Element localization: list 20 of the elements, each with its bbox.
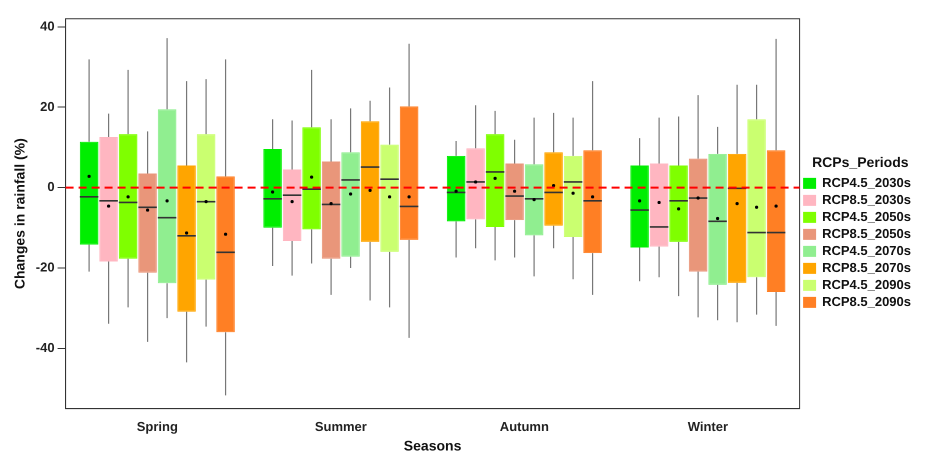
y-tick-label: -20 [36,260,55,275]
legend-label: RCP8.5_2050s [822,226,912,241]
legend-label: RCP4.5_2070s [822,242,912,258]
x-tick-label: Autumn [500,418,549,434]
x-axis-title: Seasons [404,437,462,454]
legend-label: RCP8.5_2030s [822,192,912,207]
x-tick-label: Spring [136,418,178,434]
legend-label: RCP4.5_2030s [822,174,912,190]
legend-label: RCP8.5_2090s [822,294,912,309]
legend-label: RCP4.5_2090s [822,276,912,292]
y-tick-label: -40 [36,340,55,355]
y-tick-label: 40 [40,18,55,34]
x-tick-label: Winter [688,418,728,434]
y-tick-label: 0 [47,179,55,194]
x-tick-label: Summer [314,418,367,434]
legend-title: RCPs_Periods [812,154,909,170]
y-axis-title: Changes in rainfall (%) [11,138,28,290]
legend-label: RCP4.5_2050s [822,208,912,224]
y-tick-label: 20 [40,98,55,114]
legend-label: RCP8.5_2070s [822,260,912,275]
